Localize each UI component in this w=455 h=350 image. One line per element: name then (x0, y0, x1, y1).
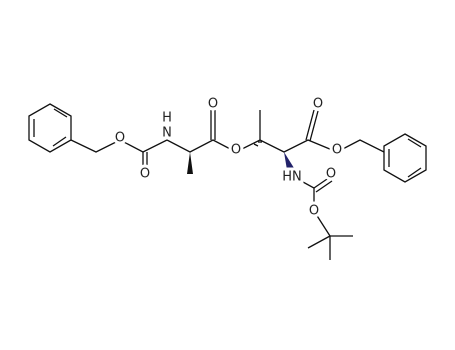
atom-label: O (140, 167, 150, 182)
atom-labels: O O H N O O O O HN O O (112, 94, 345, 222)
bonds (28, 103, 427, 260)
atom-label: O (208, 97, 218, 112)
atom-label: O (309, 204, 319, 219)
atom-label: O (231, 143, 241, 158)
atom-label: HN (282, 170, 302, 185)
atom-label: O (115, 131, 125, 146)
atom-label: O (313, 97, 323, 112)
atom-label: O (326, 167, 336, 182)
atom-label: H (162, 111, 172, 126)
atom-label: O (332, 143, 342, 158)
atom-label: N (162, 126, 172, 141)
